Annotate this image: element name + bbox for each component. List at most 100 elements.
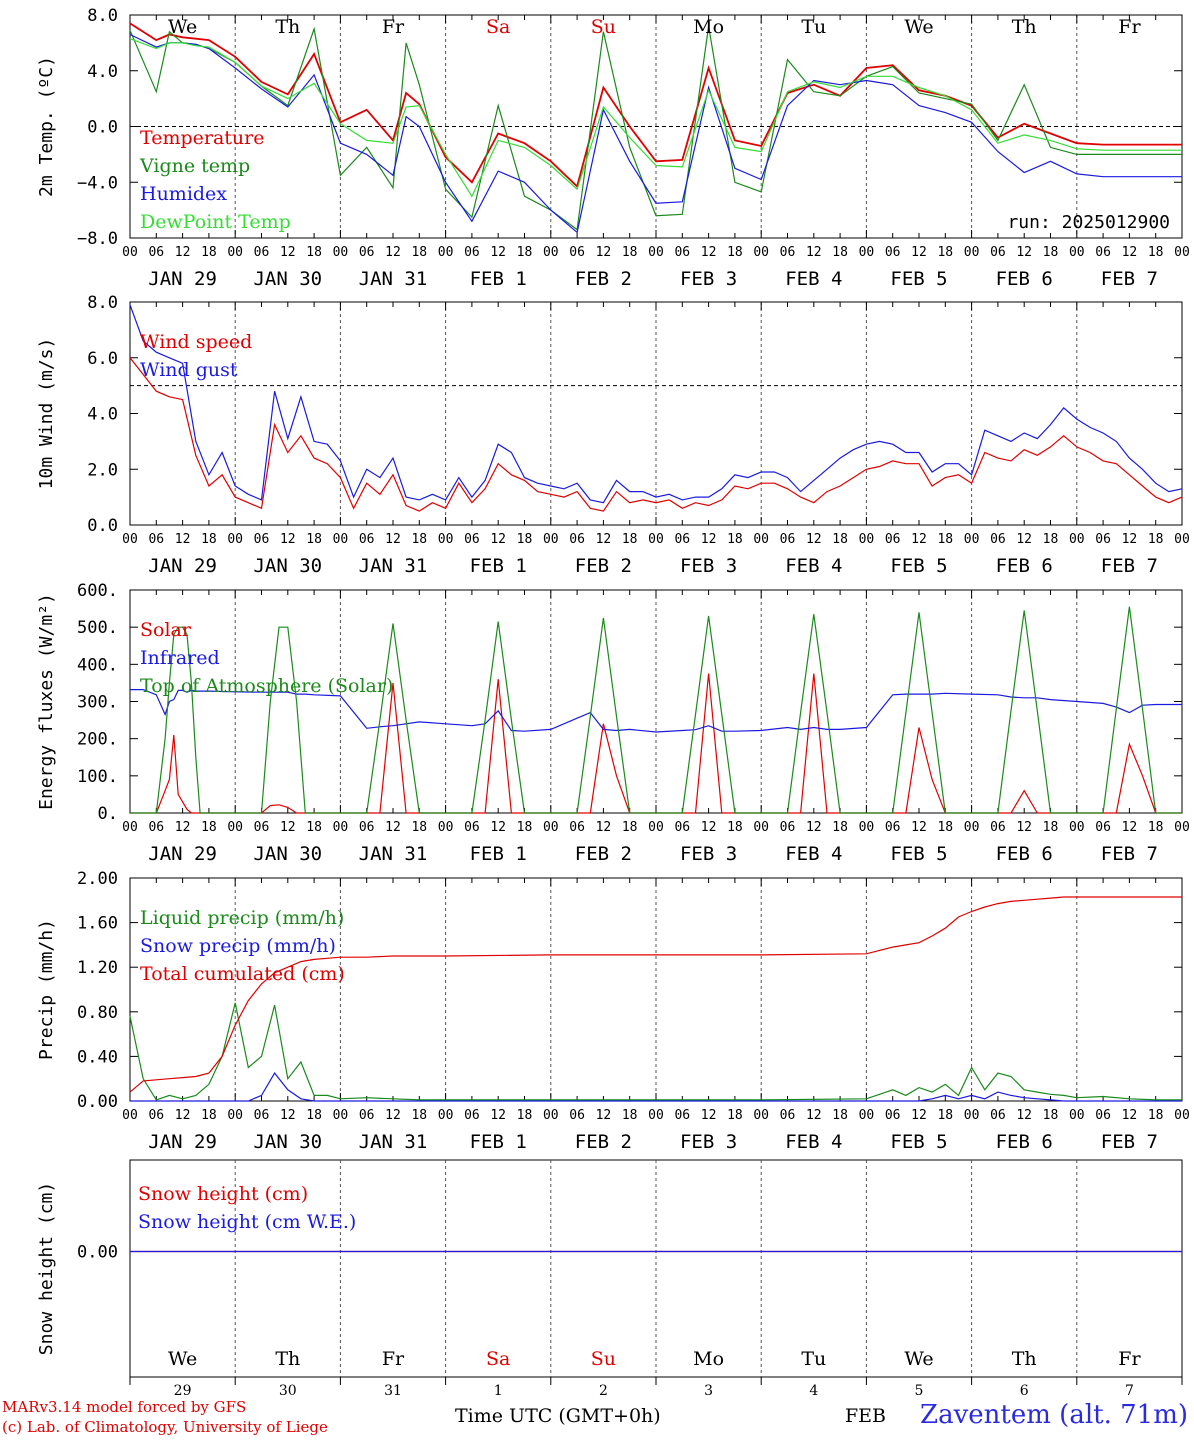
- day-number: 6: [1020, 1383, 1029, 1399]
- hour-tick-label: 06: [1095, 1108, 1111, 1123]
- hour-tick-label: 12: [385, 245, 401, 260]
- panel-2: 8.0 6.0 4.0 2.0 0.0 00 06 12 18 00 06 12 18 00 06 12 18 0…: [36, 293, 1190, 577]
- date-label: JAN 29: [148, 268, 217, 290]
- y-tick-label: 2.00: [77, 869, 118, 889]
- hour-tick-label: 12: [280, 532, 296, 547]
- hour-tick-label: 12: [911, 245, 927, 260]
- date-label: JAN 31: [359, 1131, 428, 1153]
- hour-tick-label: 12: [701, 1108, 717, 1123]
- hour-tick-label: 18: [1148, 1108, 1164, 1123]
- hour-tick-label: 12: [490, 1108, 506, 1123]
- date-label: JAN 29: [148, 1131, 217, 1153]
- day-name-top: Th: [1012, 16, 1037, 38]
- hour-tick-label: 12: [1122, 820, 1138, 835]
- date-label: FEB 6: [996, 268, 1053, 290]
- hour-tick-label: 00: [438, 245, 454, 260]
- hour-tick-label: 12: [385, 820, 401, 835]
- date-label: JAN 30: [253, 1131, 322, 1153]
- hour-tick-label: 18: [1148, 532, 1164, 547]
- hour-tick-label: 06: [359, 532, 375, 547]
- hour-tick-label: 18: [1043, 1108, 1059, 1123]
- date-label: FEB 2: [575, 843, 632, 865]
- hour-tick-label: 12: [490, 820, 506, 835]
- day-number: 5: [915, 1383, 924, 1399]
- hour-tick-label: 12: [701, 245, 717, 260]
- hour-tick-label: 18: [622, 532, 638, 547]
- hour-tick-label: 06: [569, 532, 585, 547]
- hour-tick-label: 00: [438, 820, 454, 835]
- hour-tick-label: 00: [964, 820, 980, 835]
- hour-tick-label: 12: [490, 245, 506, 260]
- series-line-infrared: [130, 688, 1182, 733]
- legend-entry: Snow height (cm): [138, 1183, 308, 1205]
- date-label: FEB 1: [470, 268, 527, 290]
- hour-tick-label: 18: [411, 820, 427, 835]
- y-tick-label: 300.: [77, 693, 118, 713]
- hour-tick-label: 18: [411, 532, 427, 547]
- hour-tick-label: 18: [622, 245, 638, 260]
- y-tick-label: 400.: [77, 655, 118, 675]
- hour-tick-label: 12: [596, 820, 612, 835]
- day-number: 2: [599, 1383, 608, 1399]
- plot-frame: [129, 589, 1183, 814]
- y-tick-label: 200.: [77, 730, 118, 750]
- hour-tick-label: 06: [148, 1108, 164, 1123]
- hour-tick-label: 06: [674, 245, 690, 260]
- hour-tick-label: 06: [254, 1108, 270, 1123]
- hour-tick-label: 06: [1095, 820, 1111, 835]
- hour-tick-label: 18: [517, 820, 533, 835]
- hour-tick-label: 06: [359, 820, 375, 835]
- y-tick-label: −4.0: [77, 173, 118, 193]
- date-label: FEB 5: [890, 1131, 947, 1153]
- y-tick-label: 0.40: [77, 1047, 118, 1067]
- series-line-top-of-atmosphere-solar: [130, 606, 1182, 814]
- legend-entry: Total cumulated (cm): [140, 963, 345, 985]
- y-tick-label: 500.: [77, 618, 118, 638]
- date-label: JAN 30: [253, 555, 322, 577]
- hour-tick-label: 18: [727, 532, 743, 547]
- legend-entry: Liquid precip (mm/h): [140, 907, 344, 929]
- run-label: run: 2025012900: [1007, 212, 1170, 233]
- hour-tick-label: 18: [727, 1108, 743, 1123]
- series-line-humidex: [129, 33, 1182, 234]
- day-number: 7: [1125, 1383, 1134, 1399]
- hour-tick-label: 00: [1174, 1108, 1190, 1123]
- series-line-wind-gust: [129, 304, 1183, 504]
- date-label: FEB 7: [1101, 555, 1158, 577]
- hour-tick-label: 06: [885, 820, 901, 835]
- day-name-bottom: Tu: [801, 1348, 826, 1370]
- y-tick-label: 8.0: [87, 293, 118, 313]
- hour-tick-label: 00: [543, 245, 559, 260]
- day-name-bottom: Fr: [382, 1348, 405, 1370]
- date-label: JAN 30: [253, 268, 322, 290]
- day-number: 30: [279, 1383, 297, 1399]
- hour-tick-label: 18: [201, 820, 217, 835]
- hour-tick-label: 18: [201, 532, 217, 547]
- day-name-bottom: Mo: [693, 1348, 724, 1370]
- day-name-bottom: Th: [275, 1348, 300, 1370]
- date-label: JAN 31: [359, 268, 428, 290]
- day-name-bottom: We: [904, 1348, 933, 1370]
- hour-tick-label: 12: [596, 1108, 612, 1123]
- legend-entry: Wind speed: [140, 331, 252, 353]
- hour-tick-label: 12: [385, 532, 401, 547]
- hour-tick-label: 06: [674, 1108, 690, 1123]
- hour-tick-label: 12: [911, 1108, 927, 1123]
- day-name-top: We: [904, 16, 933, 38]
- day-name-bottom: Su: [591, 1348, 616, 1370]
- hour-tick-label: 12: [1016, 245, 1032, 260]
- y-tick-label: 0.0: [87, 118, 118, 138]
- hour-tick-label: 18: [937, 532, 953, 547]
- day-name-bottom: Sa: [486, 1348, 510, 1370]
- hour-tick-label: 06: [569, 245, 585, 260]
- hour-tick-label: 06: [1095, 532, 1111, 547]
- date-label: FEB 1: [470, 555, 527, 577]
- hour-tick-label: 00: [227, 820, 243, 835]
- hour-tick-label: 06: [780, 820, 796, 835]
- date-label: FEB 3: [680, 843, 737, 865]
- plot-frame: [129, 301, 1183, 526]
- hour-tick-label: 00: [122, 820, 138, 835]
- day-name-top: Fr: [382, 16, 405, 38]
- hour-tick-label: 18: [517, 245, 533, 260]
